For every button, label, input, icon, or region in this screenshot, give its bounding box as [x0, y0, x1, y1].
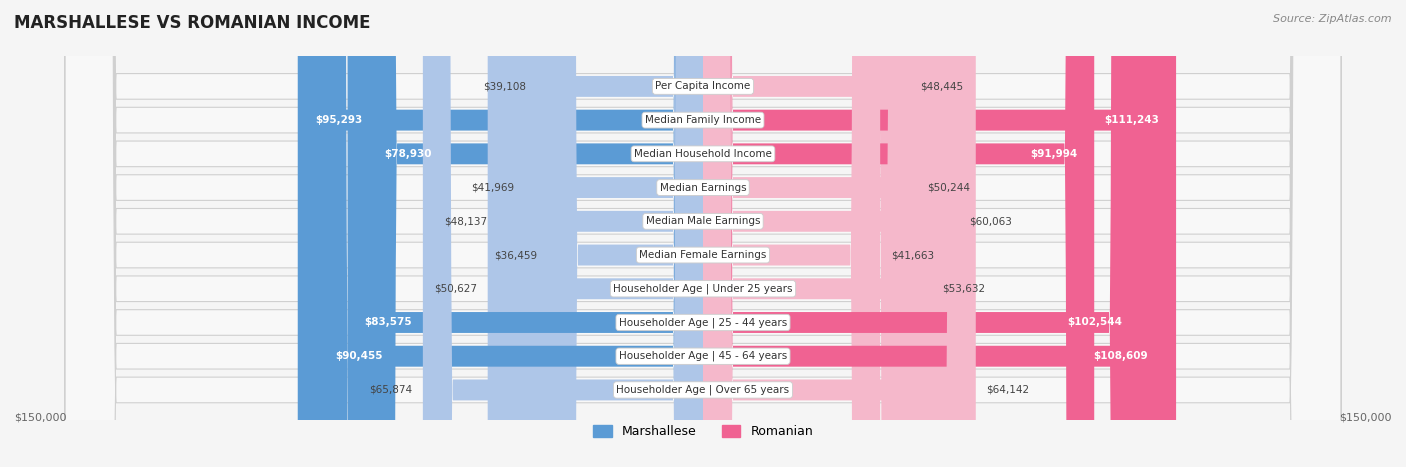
FancyBboxPatch shape [298, 0, 703, 467]
FancyBboxPatch shape [367, 0, 703, 467]
Text: Householder Age | Under 25 years: Householder Age | Under 25 years [613, 283, 793, 294]
FancyBboxPatch shape [65, 0, 1341, 467]
FancyBboxPatch shape [703, 0, 1166, 467]
Text: $65,874: $65,874 [370, 385, 412, 395]
FancyBboxPatch shape [65, 0, 1341, 467]
FancyBboxPatch shape [65, 0, 1341, 467]
Text: $36,459: $36,459 [494, 250, 537, 260]
Text: $60,063: $60,063 [969, 216, 1012, 226]
FancyBboxPatch shape [703, 0, 1175, 467]
Text: Householder Age | 45 - 64 years: Householder Age | 45 - 64 years [619, 351, 787, 361]
Text: $95,293: $95,293 [315, 115, 361, 125]
FancyBboxPatch shape [703, 0, 931, 467]
FancyBboxPatch shape [65, 0, 1341, 467]
Text: Median Earnings: Median Earnings [659, 183, 747, 192]
FancyBboxPatch shape [65, 0, 1341, 467]
Text: $83,575: $83,575 [364, 318, 412, 327]
Text: Median Male Earnings: Median Male Earnings [645, 216, 761, 226]
Text: $50,244: $50,244 [928, 183, 970, 192]
Text: $78,930: $78,930 [384, 149, 432, 159]
FancyBboxPatch shape [423, 0, 703, 467]
FancyBboxPatch shape [65, 0, 1341, 467]
Text: $102,544: $102,544 [1067, 318, 1122, 327]
FancyBboxPatch shape [703, 0, 1094, 467]
Text: $91,994: $91,994 [1031, 149, 1077, 159]
FancyBboxPatch shape [488, 0, 703, 467]
Text: MARSHALLESE VS ROMANIAN INCOME: MARSHALLESE VS ROMANIAN INCOME [14, 14, 371, 32]
Text: $41,969: $41,969 [471, 183, 513, 192]
FancyBboxPatch shape [703, 0, 910, 467]
Text: $41,663: $41,663 [891, 250, 934, 260]
FancyBboxPatch shape [498, 0, 703, 467]
Text: Median Family Income: Median Family Income [645, 115, 761, 125]
FancyBboxPatch shape [65, 0, 1341, 467]
FancyBboxPatch shape [65, 0, 1341, 467]
FancyBboxPatch shape [537, 0, 703, 467]
FancyBboxPatch shape [548, 0, 703, 467]
FancyBboxPatch shape [703, 0, 880, 467]
Text: $39,108: $39,108 [484, 81, 526, 92]
Text: $53,632: $53,632 [942, 284, 984, 294]
Text: $150,000: $150,000 [14, 413, 66, 423]
FancyBboxPatch shape [703, 0, 1139, 467]
Text: $50,627: $50,627 [434, 284, 477, 294]
Text: Median Female Earnings: Median Female Earnings [640, 250, 766, 260]
Text: Median Household Income: Median Household Income [634, 149, 772, 159]
FancyBboxPatch shape [703, 0, 959, 467]
Text: Householder Age | Over 65 years: Householder Age | Over 65 years [616, 385, 790, 395]
FancyBboxPatch shape [65, 0, 1341, 467]
Text: $150,000: $150,000 [1340, 413, 1392, 423]
Text: $48,445: $48,445 [920, 81, 963, 92]
FancyBboxPatch shape [703, 0, 917, 467]
Legend: Marshallese, Romanian: Marshallese, Romanian [588, 420, 818, 443]
FancyBboxPatch shape [703, 0, 976, 467]
Text: Source: ZipAtlas.com: Source: ZipAtlas.com [1274, 14, 1392, 24]
FancyBboxPatch shape [524, 0, 703, 467]
Text: $90,455: $90,455 [336, 351, 382, 361]
FancyBboxPatch shape [65, 0, 1341, 467]
Text: $48,137: $48,137 [444, 216, 488, 226]
FancyBboxPatch shape [347, 0, 703, 467]
FancyBboxPatch shape [318, 0, 703, 467]
Text: $108,609: $108,609 [1094, 351, 1147, 361]
Text: Per Capita Income: Per Capita Income [655, 81, 751, 92]
Text: $111,243: $111,243 [1104, 115, 1159, 125]
Text: Householder Age | 25 - 44 years: Householder Age | 25 - 44 years [619, 317, 787, 328]
Text: $64,142: $64,142 [987, 385, 1029, 395]
